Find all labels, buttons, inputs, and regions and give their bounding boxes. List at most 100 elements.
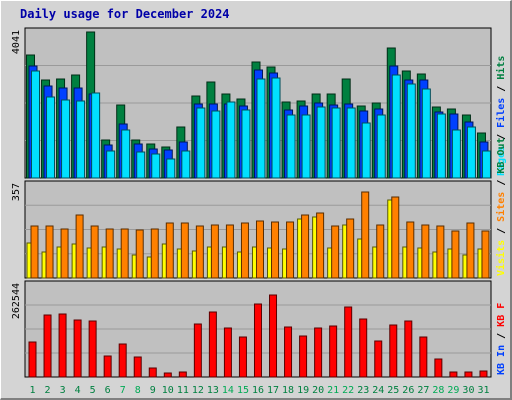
bar-kbf xyxy=(269,294,278,378)
bar-kbf xyxy=(404,320,413,378)
day-label: 25 xyxy=(387,385,399,396)
bar-pages xyxy=(466,126,476,179)
bar-kbf xyxy=(133,356,142,378)
day-label: 2 xyxy=(45,385,51,396)
day-label: 23 xyxy=(357,385,369,396)
day-label: 28 xyxy=(432,385,444,396)
day-label: 17 xyxy=(267,385,279,396)
day-label: 7 xyxy=(120,385,126,396)
bar-pages xyxy=(226,101,236,179)
day-label: 27 xyxy=(417,385,429,396)
bar-pages xyxy=(361,122,371,179)
bar-kbf xyxy=(88,320,97,378)
bar-pages xyxy=(211,110,221,179)
bar-pages xyxy=(181,150,191,179)
bar-kbf xyxy=(28,341,37,378)
bar-kbf xyxy=(43,314,52,378)
bar-sites xyxy=(30,225,39,279)
bar-sites xyxy=(195,225,204,279)
day-label: 8 xyxy=(135,385,141,396)
bar-sites xyxy=(451,230,460,279)
legend-item: Files xyxy=(495,98,507,128)
day-label: 5 xyxy=(90,385,96,396)
bar-sites xyxy=(165,222,174,279)
bar-pages xyxy=(196,107,206,179)
bar-kbf xyxy=(238,336,247,378)
day-label: 12 xyxy=(192,385,204,396)
bar-sites xyxy=(225,224,234,279)
bar-pages xyxy=(61,99,71,179)
bar-pages xyxy=(271,77,281,179)
ymax-label-middle: 357 xyxy=(11,183,22,201)
day-label: 9 xyxy=(150,385,156,396)
day-label: 6 xyxy=(105,385,111,396)
bar-pages xyxy=(91,92,101,179)
bar-kbf xyxy=(73,319,82,378)
bar-sites xyxy=(105,228,114,279)
legend-separator: / xyxy=(496,174,507,192)
bar-sites xyxy=(75,214,84,279)
legend-top: Pages / Files / Hits xyxy=(495,56,507,176)
bar-sites xyxy=(331,225,340,279)
bar-kbf xyxy=(148,367,157,378)
legend-item: KB In xyxy=(496,345,507,375)
legend-separator: / xyxy=(496,222,507,240)
bar-pages xyxy=(46,96,56,179)
bar-sites xyxy=(466,222,475,279)
day-label: 3 xyxy=(60,385,66,396)
bar-pages xyxy=(481,150,491,179)
bar-kbf xyxy=(329,325,338,378)
bar-sites xyxy=(120,228,129,279)
day-label: 31 xyxy=(477,385,489,396)
bar-pages xyxy=(391,74,401,179)
day-label: 11 xyxy=(177,385,189,396)
bar-kbf xyxy=(389,324,398,378)
bar-sites xyxy=(421,224,430,279)
bar-sites xyxy=(135,229,144,279)
bar-kbf xyxy=(284,326,293,378)
legend-item: Hits xyxy=(495,56,507,80)
legend-separator: / xyxy=(496,80,507,98)
day-label: 15 xyxy=(237,385,249,396)
day-label: 21 xyxy=(327,385,339,396)
day-label: 19 xyxy=(297,385,309,396)
bar-pages xyxy=(451,129,461,179)
bar-pages xyxy=(346,107,356,179)
bar-sites xyxy=(90,225,99,279)
bar-pages xyxy=(166,158,176,179)
bar-kbf xyxy=(359,318,368,378)
bar-kbf xyxy=(253,303,262,378)
legend-item: Pages xyxy=(496,146,507,176)
bar-pages xyxy=(121,129,131,179)
bar-sites xyxy=(240,222,249,279)
bar-sites xyxy=(301,214,310,279)
bar-kbf xyxy=(419,336,428,378)
legend-separator: / xyxy=(496,327,507,345)
bar-sites xyxy=(316,212,325,279)
bar-sites xyxy=(286,221,295,279)
bar-kbf xyxy=(434,358,443,378)
bar-kbf xyxy=(208,311,217,378)
bar-pages xyxy=(436,113,446,179)
day-label: 22 xyxy=(342,385,354,396)
bar-kbf xyxy=(344,306,353,378)
bar-kbf xyxy=(223,327,232,378)
bar-sites xyxy=(271,221,280,279)
day-label: 20 xyxy=(312,385,324,396)
bar-sites xyxy=(346,218,355,279)
legend-item: Visits xyxy=(495,240,507,276)
day-label: 14 xyxy=(222,385,234,396)
day-label: 26 xyxy=(402,385,414,396)
bar-pages xyxy=(301,114,311,179)
day-label: 10 xyxy=(162,385,174,396)
day-label: 16 xyxy=(252,385,264,396)
day-label: 13 xyxy=(207,385,219,396)
bar-pages xyxy=(151,153,161,179)
bar-sites xyxy=(391,196,400,279)
day-label: 29 xyxy=(447,385,459,396)
legend-middle: Visits / Sites / KB Out xyxy=(495,138,507,276)
bar-pages xyxy=(421,88,431,179)
bar-pages xyxy=(316,106,326,179)
